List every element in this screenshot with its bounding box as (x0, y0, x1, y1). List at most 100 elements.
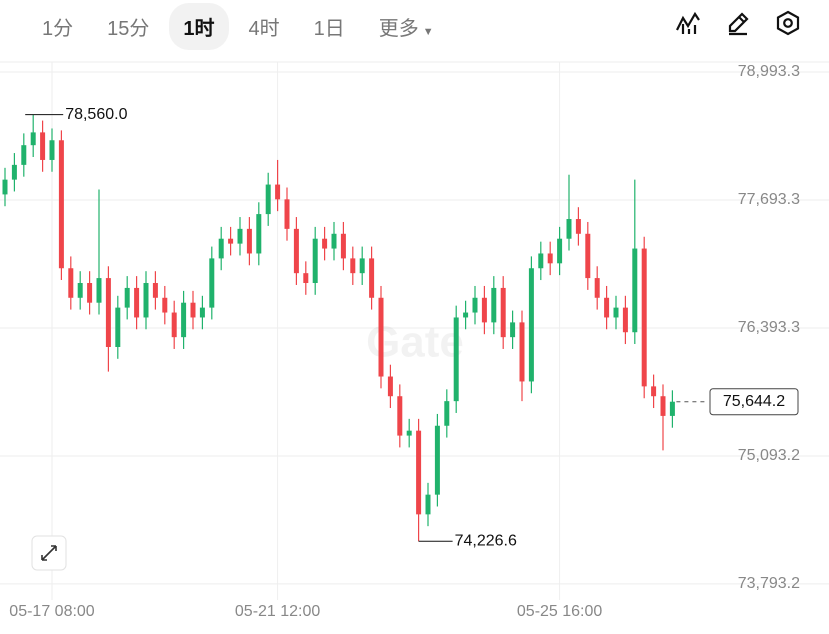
candle-body (397, 396, 403, 436)
candle-body (11, 164, 17, 180)
candle-body (246, 228, 252, 254)
candle-body (96, 278, 102, 303)
candle-body (293, 228, 299, 274)
candle-body (660, 396, 666, 416)
candle-body (181, 302, 187, 338)
candle-body (331, 233, 337, 249)
y-tick-label: 77,693.3 (738, 191, 800, 208)
candle-body (378, 297, 384, 377)
candle-body (434, 425, 440, 495)
toolbar (675, 10, 801, 36)
high-marker-label: 78,560.0 (65, 106, 127, 123)
candle-body (566, 219, 572, 239)
candle-body (237, 228, 243, 244)
candle-body (500, 287, 506, 338)
candle-body (303, 273, 309, 284)
candle-body (190, 302, 196, 318)
interval-tab[interactable]: 15分 (93, 3, 163, 50)
candle-body (604, 297, 610, 318)
candle-body (209, 258, 215, 308)
candle-body (463, 312, 469, 318)
interval-tab[interactable]: 1分 (28, 3, 87, 50)
candle-body (68, 268, 74, 298)
candle-body (453, 317, 459, 402)
candle-body (481, 297, 487, 323)
x-tick-label: 05-25 16:00 (517, 603, 603, 620)
candle-body (519, 322, 525, 382)
candle-body (115, 307, 121, 347)
interval-tab[interactable]: 4时 (235, 3, 294, 50)
candle-body (510, 322, 516, 338)
candle-body (416, 430, 422, 515)
expand-icon (41, 545, 57, 561)
candle-body (350, 258, 356, 274)
candle-body (632, 248, 638, 333)
indicator-icon[interactable] (675, 10, 701, 36)
candle-body (613, 307, 619, 318)
draw-icon[interactable] (725, 10, 751, 36)
candle-body (359, 258, 365, 274)
candle-body (218, 238, 224, 259)
candle-body (369, 258, 375, 298)
candle-body (256, 214, 262, 254)
x-tick-label: 05-21 12:00 (235, 603, 321, 620)
candle-body (49, 140, 55, 160)
candle-body (557, 238, 563, 264)
candle-body (585, 233, 591, 279)
candle-body (472, 297, 478, 313)
tab-label: 更多 (378, 17, 419, 40)
candle-body (406, 430, 412, 436)
candle-body (651, 386, 657, 397)
candle-body (594, 278, 600, 298)
candle-body (162, 297, 168, 313)
tab-label: 1时 (183, 17, 215, 40)
candle-body (152, 283, 158, 298)
interval-tabs: 1分 15分 1时 4时 1日 更多 ▼ (28, 2, 448, 50)
candle-body (21, 145, 27, 165)
candle-body (228, 238, 234, 244)
tab-label: 15分 (107, 17, 150, 40)
candle-body (387, 376, 393, 397)
settings-icon[interactable] (775, 10, 801, 36)
candle-body (491, 287, 497, 323)
candle-body (322, 238, 328, 249)
candle-body (30, 132, 36, 146)
candle-body (124, 287, 130, 308)
candle-body (199, 307, 205, 318)
candle-body (265, 184, 271, 215)
candle-body (538, 253, 544, 269)
candle-body (622, 307, 628, 333)
dropdown-caret: ▼ (422, 25, 434, 38)
candle-body (87, 283, 93, 303)
y-tick-label: 75,093.2 (738, 447, 800, 464)
candle-body (77, 283, 83, 298)
x-tick-label: 05-17 08:00 (9, 603, 95, 620)
candle-body (275, 184, 281, 200)
candle-body (143, 283, 149, 318)
candle-body (134, 287, 140, 318)
interval-tab[interactable]: 1日 (300, 3, 359, 50)
last-price-label: 75,644.2 (723, 393, 785, 410)
candle-body (105, 278, 111, 347)
candle-body (575, 219, 581, 234)
candle-body (312, 238, 318, 284)
candle-body (340, 233, 346, 259)
y-tick-label: 73,793.2 (738, 575, 800, 592)
candle-body (641, 248, 647, 387)
candle-body (425, 494, 431, 515)
candle-body (528, 268, 534, 382)
candle-body (444, 401, 450, 426)
candle-body (40, 132, 46, 160)
candle-body (669, 401, 675, 416)
last-price-box (709, 388, 799, 416)
low-marker-label: 74,226.6 (455, 532, 517, 549)
candle-body (284, 199, 290, 229)
interval-tab[interactable]: 更多 ▼ (365, 3, 448, 50)
tab-label: 1日 (313, 17, 345, 40)
tab-label: 1分 (42, 17, 74, 40)
candle-body (58, 140, 64, 269)
y-tick-label: 76,393.3 (738, 319, 800, 336)
interval-tab[interactable]: 1时 (169, 2, 229, 50)
